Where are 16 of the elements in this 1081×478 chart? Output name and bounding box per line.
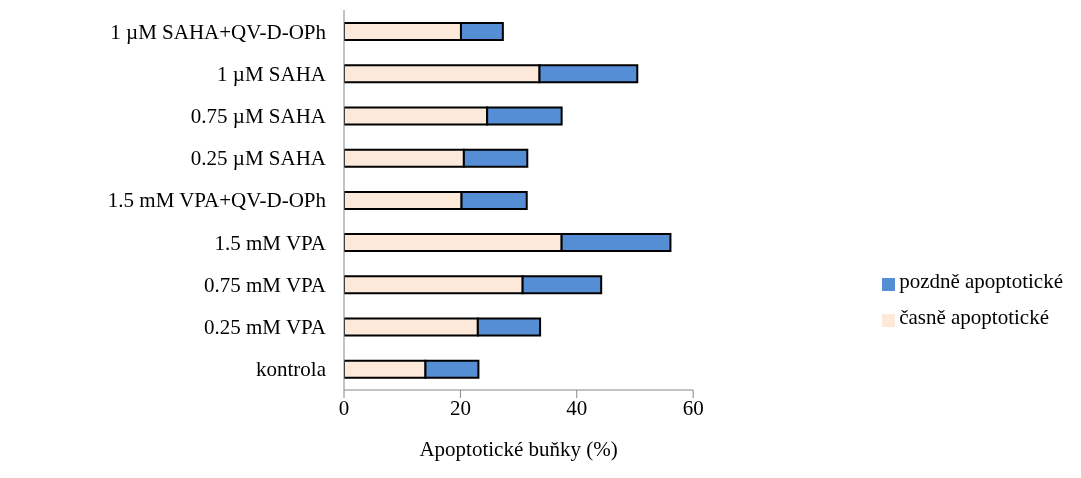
x-tick-label: 0 [338, 395, 350, 420]
x-axis-title: Apoptotické buňky (%) [419, 437, 618, 461]
y-tick-label: 0.25 mM VPA [204, 315, 327, 340]
y-tick-label: 0.75 µM SAHA [190, 104, 327, 129]
x-tick-label: 20 [449, 395, 471, 420]
y-tick-label: 1.5 mM VPA [214, 230, 327, 255]
y-tick-label: 1 µM SAHA+QV-D-OPh [110, 19, 327, 44]
legend-label: pozdně apoptotické [899, 269, 1063, 293]
y-tick-label: 1 µM SAHA [217, 61, 327, 86]
y-tick-label: kontrola [256, 357, 327, 382]
y-tick-label: 0.75 mM VPA [204, 272, 327, 297]
y-tick-label: 1.5 mM VPA+QV-D-OPh [107, 188, 327, 213]
x-tick-label: 40 [566, 395, 588, 420]
x-tick-label: 60 [682, 395, 704, 420]
y-tick-label: 0.25 µM SAHA [190, 146, 327, 171]
legend-label: časně apoptotické [899, 305, 1049, 329]
